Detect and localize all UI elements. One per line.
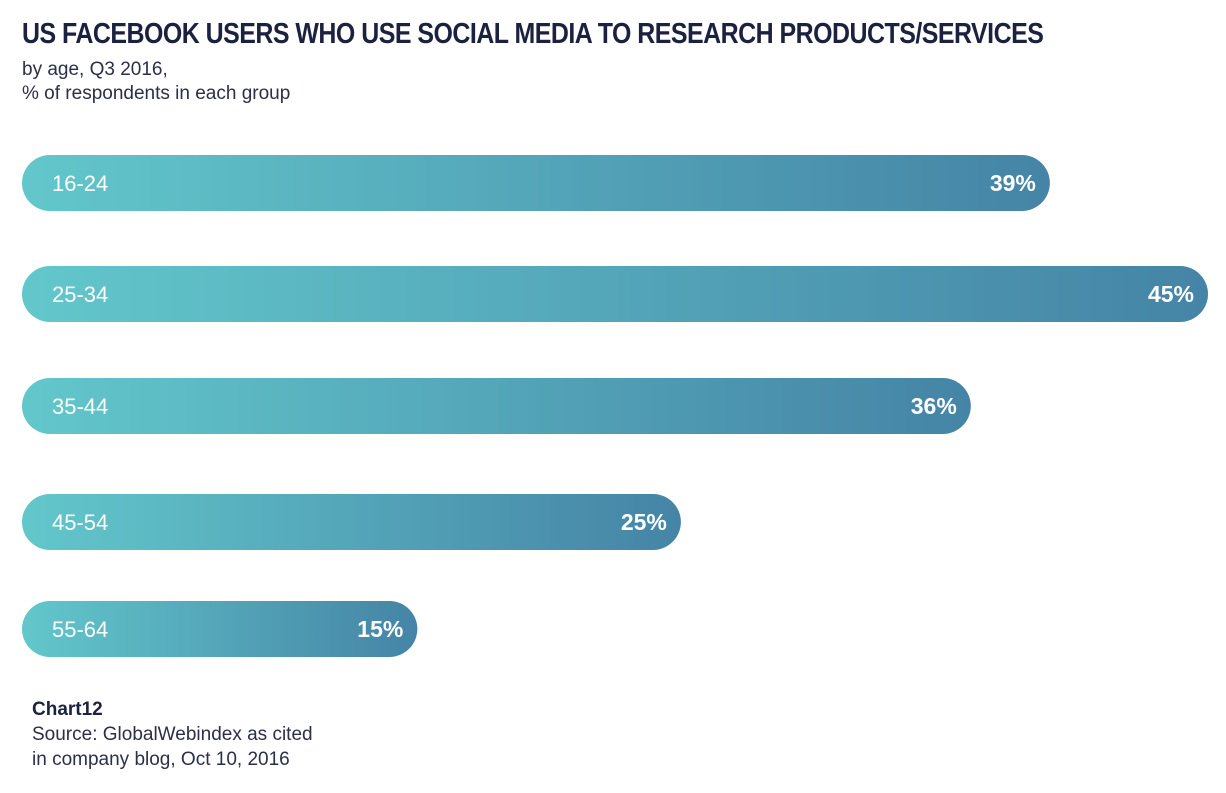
value-label: 15% [357,616,403,642]
bar-25-34 [22,266,1208,322]
subtitle-line-2: % of respondents in each group [22,83,291,104]
category-label: 45-54 [52,510,108,535]
subtitle-line-1: by age, Q3 2016, [22,59,168,80]
bar-16-24 [22,155,1050,211]
category-label: 16-24 [52,171,108,196]
bar-55-64 [22,601,418,657]
chart-subtitle: by age, Q3 2016, % of respondents in eac… [22,58,290,106]
value-label: 45% [1148,281,1194,307]
value-label: 25% [621,509,667,535]
chart-number-label: Chart12 [32,699,103,720]
source-line-2: in company blog, Oct 10, 2016 [32,749,290,770]
chart-title: US FACEBOOK USERS WHO USE SOCIAL MEDIA T… [22,18,1044,50]
source-line-1: Source: GlobalWebindex as cited [32,724,313,745]
chart-footer: Chart12 Source: GlobalWebindex as cited … [32,697,313,772]
category-label: 25-34 [52,282,108,307]
value-label: 39% [990,170,1036,196]
category-label: 55-64 [52,617,108,642]
bar-45-54 [22,494,681,550]
category-label: 35-44 [52,394,108,419]
bar-35-44 [22,378,971,434]
value-label: 36% [911,393,957,419]
